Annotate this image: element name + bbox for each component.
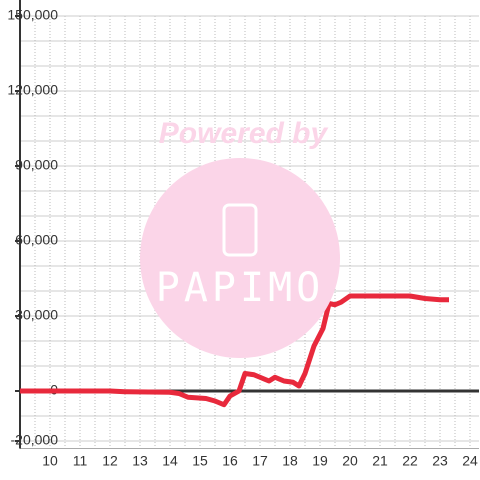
x-tick-label: 12 bbox=[102, 453, 118, 469]
y-tick-label: 30,000 bbox=[15, 307, 58, 323]
watermark-logo: PAPIMO bbox=[156, 265, 325, 311]
series-line bbox=[20, 293, 449, 408]
x-tick-label: 14 bbox=[162, 453, 178, 469]
x-tick-label: 16 bbox=[222, 453, 238, 469]
x-tick-label: 17 bbox=[252, 453, 268, 469]
x-tick-label: 19 bbox=[312, 453, 328, 469]
x-tick-label: 23 bbox=[432, 453, 448, 469]
y-tick-label: -20,000 bbox=[11, 432, 59, 448]
y-tick-label: 60,000 bbox=[15, 232, 58, 248]
x-tick-label: 20 bbox=[342, 453, 358, 469]
watermark: Powered by PAPIMO bbox=[140, 117, 340, 358]
y-tick-label: 150,000 bbox=[7, 7, 58, 23]
x-tick-label: 22 bbox=[402, 453, 418, 469]
x-tick-label: 15 bbox=[192, 453, 208, 469]
x-tick-label: 18 bbox=[282, 453, 298, 469]
x-tick-label: 13 bbox=[132, 453, 148, 469]
watermark-circle bbox=[140, 158, 340, 358]
watermark-text: Powered by bbox=[159, 117, 329, 150]
x-tick-label: 10 bbox=[42, 453, 58, 469]
y-tick-label: 90,000 bbox=[15, 157, 58, 173]
x-tick-label: 24 bbox=[462, 453, 478, 469]
x-tick-label: 11 bbox=[73, 453, 88, 469]
watermark-phone bbox=[222, 203, 258, 257]
y-tick-label: 120,000 bbox=[7, 82, 58, 98]
x-tick-label: 21 bbox=[372, 453, 388, 469]
